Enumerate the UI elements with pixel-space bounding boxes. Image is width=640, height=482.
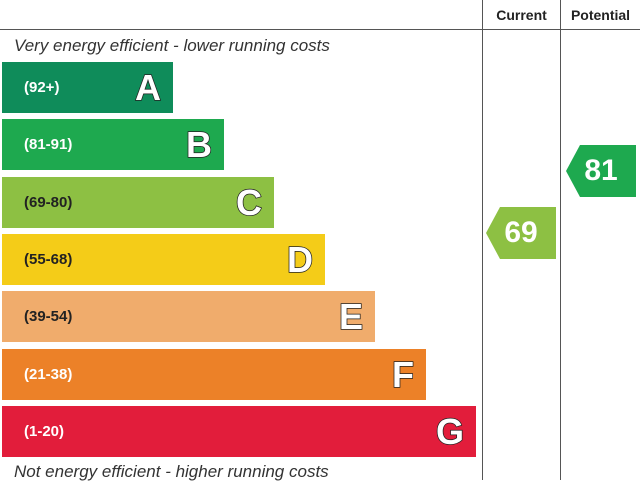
band-c: (69-80) C	[2, 176, 274, 228]
current-column-border	[560, 0, 561, 480]
band-e-range: (39-54)	[24, 308, 73, 326]
current-rating-arrow: 69	[486, 206, 556, 259]
bottom-caption: Not energy efficient - higher running co…	[14, 462, 329, 481]
band-b-letter: B	[185, 124, 213, 167]
potential-arrow-shape	[566, 145, 636, 198]
current-arrow-shape	[486, 206, 556, 259]
potential-header: Potential	[570, 7, 631, 23]
top-caption: Very energy efficient - lower running co…	[14, 36, 330, 55]
band-f-range: (21-38)	[24, 365, 73, 383]
potential-rating-arrow: 81	[566, 145, 636, 198]
band-g-letter: G	[435, 410, 465, 453]
band-g-range: (1-20)	[24, 422, 65, 440]
band-a-letter: A	[134, 66, 162, 109]
band-d-range: (55-68)	[24, 250, 73, 268]
band-c-range: (69-80)	[24, 193, 73, 211]
current-header: Current	[496, 7, 547, 23]
band-f-letter: F	[391, 353, 415, 396]
band-d-letter: D	[286, 238, 314, 281]
header-divider	[0, 29, 640, 30]
band-e: (39-54) E	[2, 291, 375, 343]
band-b: (81-91) B	[2, 119, 224, 171]
band-d: (55-68) D	[2, 233, 325, 285]
band-b-range: (81-91)	[24, 136, 73, 154]
band-e-letter: E	[338, 295, 364, 338]
current-rating-value: 69	[504, 215, 538, 249]
band-g: (1-20) G	[2, 405, 476, 457]
potential-rating-value: 81	[584, 154, 618, 188]
chart-right-border	[482, 0, 483, 480]
band-f: (21-38) F	[2, 348, 426, 400]
band-c-letter: C	[235, 181, 263, 224]
band-a: (92+) A	[2, 62, 173, 113]
band-a-range: (92+)	[24, 79, 60, 96]
